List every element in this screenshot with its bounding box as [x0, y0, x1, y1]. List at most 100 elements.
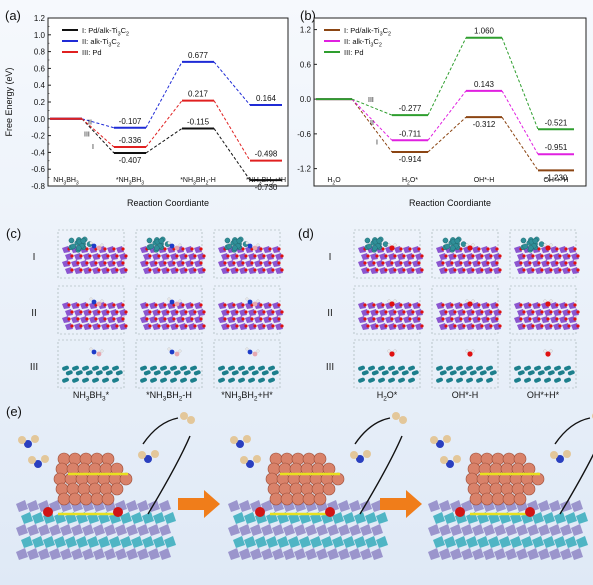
ti-layer-atom	[101, 267, 109, 274]
pd-atom	[183, 370, 191, 376]
adsorbate-water	[465, 349, 475, 357]
panel-label-e: (e)	[6, 404, 22, 419]
oxygen-atom	[393, 268, 397, 272]
pd-cluster-atom	[146, 237, 153, 244]
ti-layer-atom	[376, 316, 384, 323]
series-b-1: -0.711 0.143 -0.951	[316, 80, 574, 156]
connector-b	[501, 37, 539, 130]
h2-molecule	[187, 416, 195, 424]
x-category-label-b: OH*-H	[474, 177, 495, 184]
ti-layer-atom	[119, 309, 127, 316]
ti-layer-atom	[161, 267, 169, 274]
ti-layer-atom	[263, 302, 271, 309]
oxygen-atom	[106, 310, 110, 314]
ti-layer-atom	[161, 253, 169, 260]
connector-b	[427, 90, 467, 141]
h-atom	[178, 299, 182, 303]
ti-layer-atom	[448, 323, 456, 330]
ti-layer-atom	[436, 302, 444, 309]
ti-layer-atom	[74, 323, 82, 330]
x-category-label-a: NH3BH3	[53, 177, 79, 187]
oxygen-atom	[468, 317, 472, 321]
ti-layer-atom	[379, 309, 387, 316]
ti-layer-atom	[272, 302, 280, 309]
ti-layer-atom	[415, 309, 423, 316]
h-atom	[89, 241, 93, 245]
pd-cluster-atom	[522, 243, 529, 250]
ti-layer-atom	[376, 302, 384, 309]
oxygen-atom	[262, 268, 266, 272]
ti-layer-atom	[544, 253, 552, 260]
oxygen-atom	[280, 310, 284, 314]
substrate-atom	[153, 512, 165, 524]
substrate-atom	[27, 500, 39, 512]
oxygen-atom	[154, 317, 158, 321]
pd-cluster-atom	[520, 237, 527, 244]
oxygen-atom	[277, 317, 281, 321]
pd-atom	[221, 370, 229, 376]
structure-caption: *NH3BH2-H	[146, 390, 192, 403]
ti-layer-atom	[367, 316, 375, 323]
oxygen-atom	[103, 303, 107, 307]
oxygen-atom	[444, 324, 448, 328]
ti-layer-atom	[523, 302, 531, 309]
oxygen-atom	[148, 254, 152, 258]
x-category-label-b: H2O	[327, 177, 341, 187]
h-atom	[167, 297, 171, 301]
oxygen-atom	[477, 247, 481, 251]
ti-layer-atom	[236, 316, 244, 323]
pd-atom	[524, 365, 531, 371]
ti-layer-atom	[439, 253, 447, 260]
pd-atom	[150, 377, 157, 383]
structure-caption: OH*-H	[452, 390, 479, 400]
pd-atom	[153, 370, 161, 376]
oxygen-atom	[202, 324, 206, 328]
ti-layer-atom	[358, 260, 366, 267]
connector-b	[351, 98, 393, 153]
substrate-atom	[120, 536, 132, 548]
substrate-atom	[549, 548, 561, 560]
oxygen-atom	[148, 324, 152, 328]
x-category-label-a: *NH3BH2-H	[180, 177, 216, 187]
h-atom	[350, 451, 358, 459]
ti-layer-atom	[185, 246, 193, 253]
oxygen-atom	[444, 310, 448, 314]
h-atom	[245, 347, 249, 351]
oxygen-atom	[549, 324, 553, 328]
oxygen-atom	[480, 254, 484, 258]
oxygen-atom	[375, 268, 379, 272]
slab-structure	[431, 339, 499, 389]
h-atom	[256, 349, 260, 353]
cell-outline	[135, 339, 203, 389]
oxygen-atom	[459, 317, 463, 321]
substrate-atom	[538, 524, 550, 536]
cell-outline	[57, 339, 125, 389]
y-tick-label-a: -0.2	[31, 132, 45, 141]
ti-layer-atom	[218, 246, 226, 253]
substrate-atom	[321, 536, 333, 548]
ti-layer-atom	[239, 253, 247, 260]
pd-cluster-atom	[231, 245, 238, 251]
ti-layer-atom	[535, 267, 543, 274]
free-energy-chart-h2o: 1.2 0.6 0.0 -0.6 -1.2 Reaction Coordiante H2O H…	[297, 17, 587, 208]
oxygen-atom	[402, 310, 406, 314]
cell-outline	[509, 339, 577, 389]
pd-atom	[514, 377, 521, 383]
ti-layer-atom	[358, 316, 366, 323]
ti-layer-atom	[514, 302, 522, 309]
n-atom	[91, 349, 97, 355]
substrate-atom	[228, 500, 240, 512]
oxygen-atom	[145, 317, 149, 321]
oxygen-atom	[489, 254, 493, 258]
slab-structure	[57, 285, 128, 335]
ti-layer-atom	[457, 309, 465, 316]
oxygen-atom	[372, 261, 376, 265]
oxygen-atom	[166, 310, 170, 314]
structure-caption: NH3BH3*	[73, 390, 110, 403]
y-tick-label-b: -0.6	[297, 130, 311, 139]
h2-molecule	[392, 412, 400, 420]
pd-atom	[358, 365, 365, 371]
ti-layer-atom	[370, 267, 378, 274]
oxygen-atom	[444, 254, 448, 258]
pd-cluster-atom	[236, 238, 243, 244]
